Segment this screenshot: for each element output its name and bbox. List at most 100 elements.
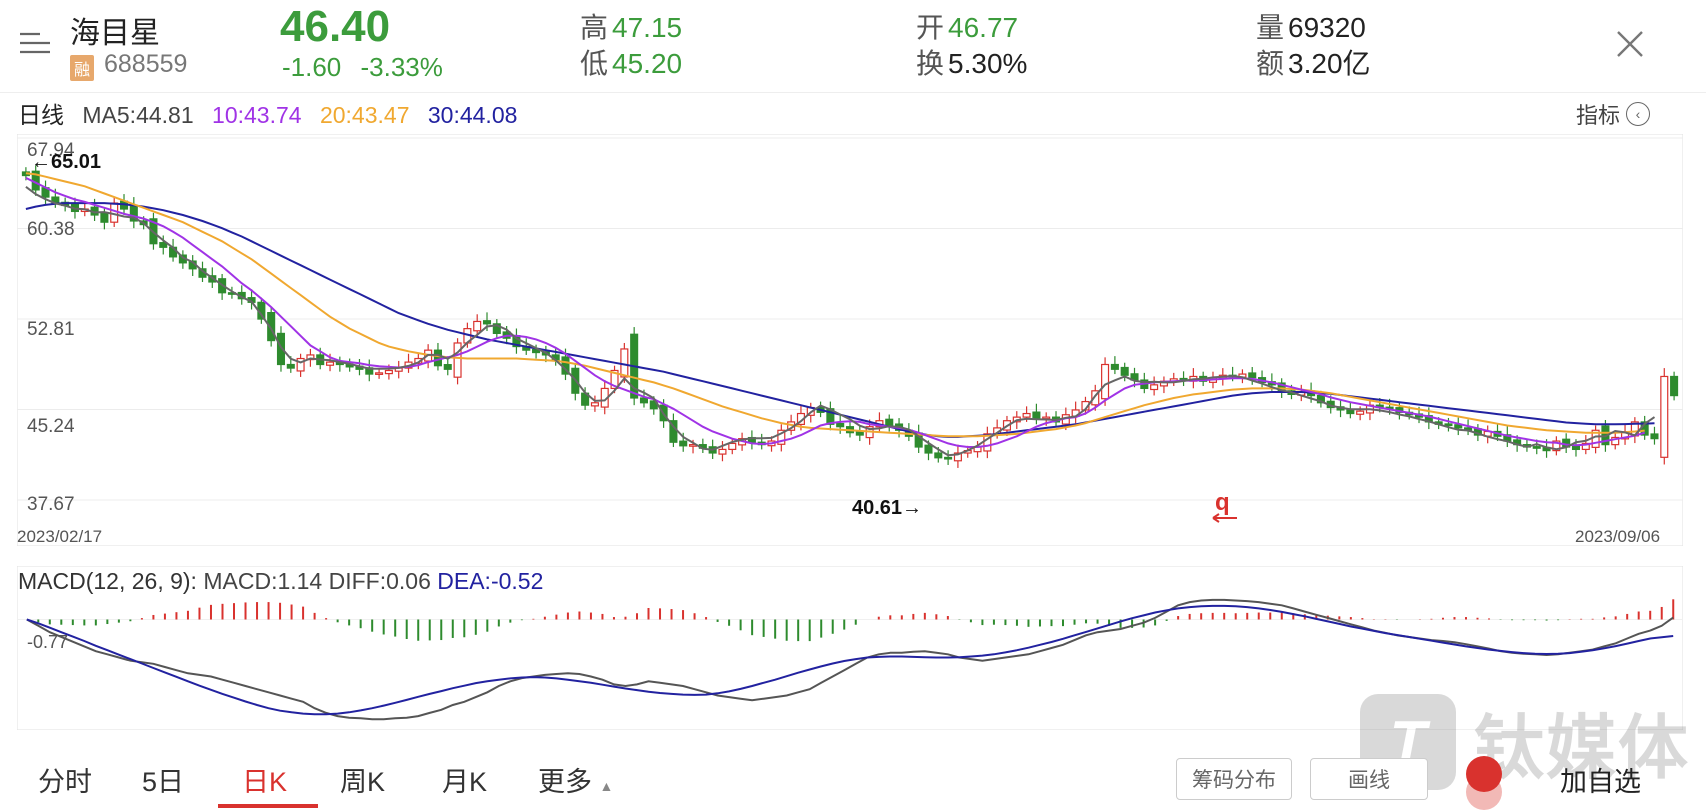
candle-body (443, 364, 452, 370)
candle-body (267, 312, 276, 342)
macd-y-tick: -0.77 (27, 632, 68, 652)
macd-bars (17, 599, 1683, 642)
candle-body (1660, 375, 1669, 458)
y-tick-1: 60.38 (27, 219, 75, 240)
candle-body (159, 242, 168, 248)
candle-body (953, 452, 962, 462)
candle-body (1650, 433, 1659, 440)
candle-body (433, 349, 442, 367)
change-value: -1.60 (282, 52, 342, 82)
kline-labels: 67.94 60.38 52.81 45.24 37.67 ←65.01 40.… (17, 140, 1660, 546)
candle-body (1150, 384, 1159, 391)
candle-body (934, 452, 943, 459)
menu-icon[interactable] (18, 30, 52, 56)
margin-badge: 融 (70, 55, 95, 81)
candle-body (1316, 394, 1325, 404)
tab-more-label: 更多 (538, 767, 592, 797)
tab-5day[interactable]: 5日 (142, 767, 185, 797)
candle-body (620, 348, 629, 378)
stock-code: 688559 (104, 50, 188, 78)
low-stat: 低 45.20 (580, 48, 683, 79)
candle-body (885, 418, 894, 427)
diff-value: DIFF:0.06 (328, 568, 431, 594)
ma10-label: 10:43.74 (212, 102, 302, 128)
candle-body (1091, 390, 1100, 406)
indicator-button[interactable]: 指标 ‹ (1576, 98, 1651, 130)
y-tick-0: 67.94 (27, 140, 75, 161)
candle-body (1454, 424, 1463, 429)
candle-body (1670, 375, 1679, 397)
ma5-label: MA5:44.81 (82, 102, 194, 128)
candle-body (944, 456, 953, 460)
close-icon[interactable] (1612, 26, 1648, 62)
candle-body (610, 369, 619, 390)
chip-distribution-button[interactable]: 筹码分布 (1176, 758, 1292, 800)
ma5-line (25, 186, 1656, 457)
candle-body (1120, 366, 1129, 376)
indicator-label: 指标 (1576, 103, 1621, 128)
watermark-text: 钛媒体 (1474, 708, 1690, 787)
high-stat: 高 47.15 (580, 12, 683, 43)
candle-body (836, 422, 845, 428)
candle-body (482, 320, 492, 325)
y-tick-4: 37.67 (27, 494, 75, 515)
candle-body (1110, 363, 1119, 370)
candle-body (375, 372, 384, 375)
candle-body (1552, 440, 1561, 452)
price-change: -1.60 -3.33% (282, 52, 443, 83)
stock-name: 海目星 (70, 17, 160, 50)
current-price: 46.40 (280, 2, 391, 51)
period-tabs: 分时 5日 日K 周K 月K 更多 ▲ 筹码分布 画线 加自选 (0, 752, 1706, 810)
kline-grid (17, 137, 1683, 501)
left-arrow-icon (1212, 513, 1237, 523)
kline-chart[interactable]: 67.94 60.38 52.81 45.24 37.67 ←65.01 40.… (17, 134, 1683, 546)
candle-body (679, 440, 688, 447)
change-percent: -3.33% (360, 52, 443, 82)
candle-body (453, 342, 462, 378)
candle-body (639, 397, 649, 404)
y-tick-2: 52.81 (27, 319, 75, 340)
dea-line (26, 604, 1674, 716)
kline-frame (17, 134, 1683, 546)
candle-body (590, 402, 599, 407)
candle-body (1346, 409, 1355, 415)
candle-body (1032, 411, 1041, 419)
candle-body (855, 431, 864, 436)
ma20-label: 20:43.47 (319, 102, 410, 128)
ma30-label: 30:44.08 (427, 102, 518, 128)
candle-body (718, 448, 727, 455)
candle-body (1532, 446, 1541, 449)
moving-averages (25, 172, 1656, 457)
candle-body (1042, 416, 1051, 420)
ma20-line (25, 172, 1645, 438)
macd-params: MACD(12, 26, 9): (18, 568, 197, 594)
candle-body (532, 348, 541, 354)
candle-body (306, 354, 315, 361)
float-button[interactable] (1466, 756, 1502, 792)
candle-body (492, 323, 501, 335)
period-label: 日线 (18, 102, 64, 128)
tab-daily-k[interactable]: 日K (242, 767, 288, 797)
candle-body (1101, 363, 1110, 400)
ma-legend: 日线 MA5:44.81 10:43.74 20:43.47 30:44.08 (18, 96, 529, 130)
macd-chart[interactable]: -0.77 (17, 566, 1683, 730)
candle-body (100, 212, 109, 223)
macd-legend: MACD(12, 26, 9): MACD:1.14 DIFF:0.06 DEA… (18, 568, 543, 595)
candle-body (924, 444, 933, 454)
tab-more[interactable]: 更多 ▲ (538, 760, 613, 799)
macd-lines (26, 598, 1674, 721)
start-date: 2023/02/17 (17, 527, 102, 546)
candle-body (777, 429, 786, 445)
candle-body (1022, 412, 1031, 418)
add-watchlist-button[interactable]: 加自选 (1560, 767, 1641, 797)
tab-intraday[interactable]: 分时 (38, 767, 92, 797)
candle-body (286, 363, 295, 369)
tab-weekly-k[interactable]: 周K (340, 767, 386, 797)
candle-body (1611, 436, 1620, 446)
candle-body (1571, 445, 1581, 451)
candle-body (296, 357, 305, 372)
amount-stat: 额 3.20亿 (1256, 48, 1371, 79)
draw-line-button[interactable]: 画线 (1310, 758, 1428, 800)
candle-body (728, 442, 737, 451)
tab-monthly-k[interactable]: 月K (442, 767, 488, 797)
